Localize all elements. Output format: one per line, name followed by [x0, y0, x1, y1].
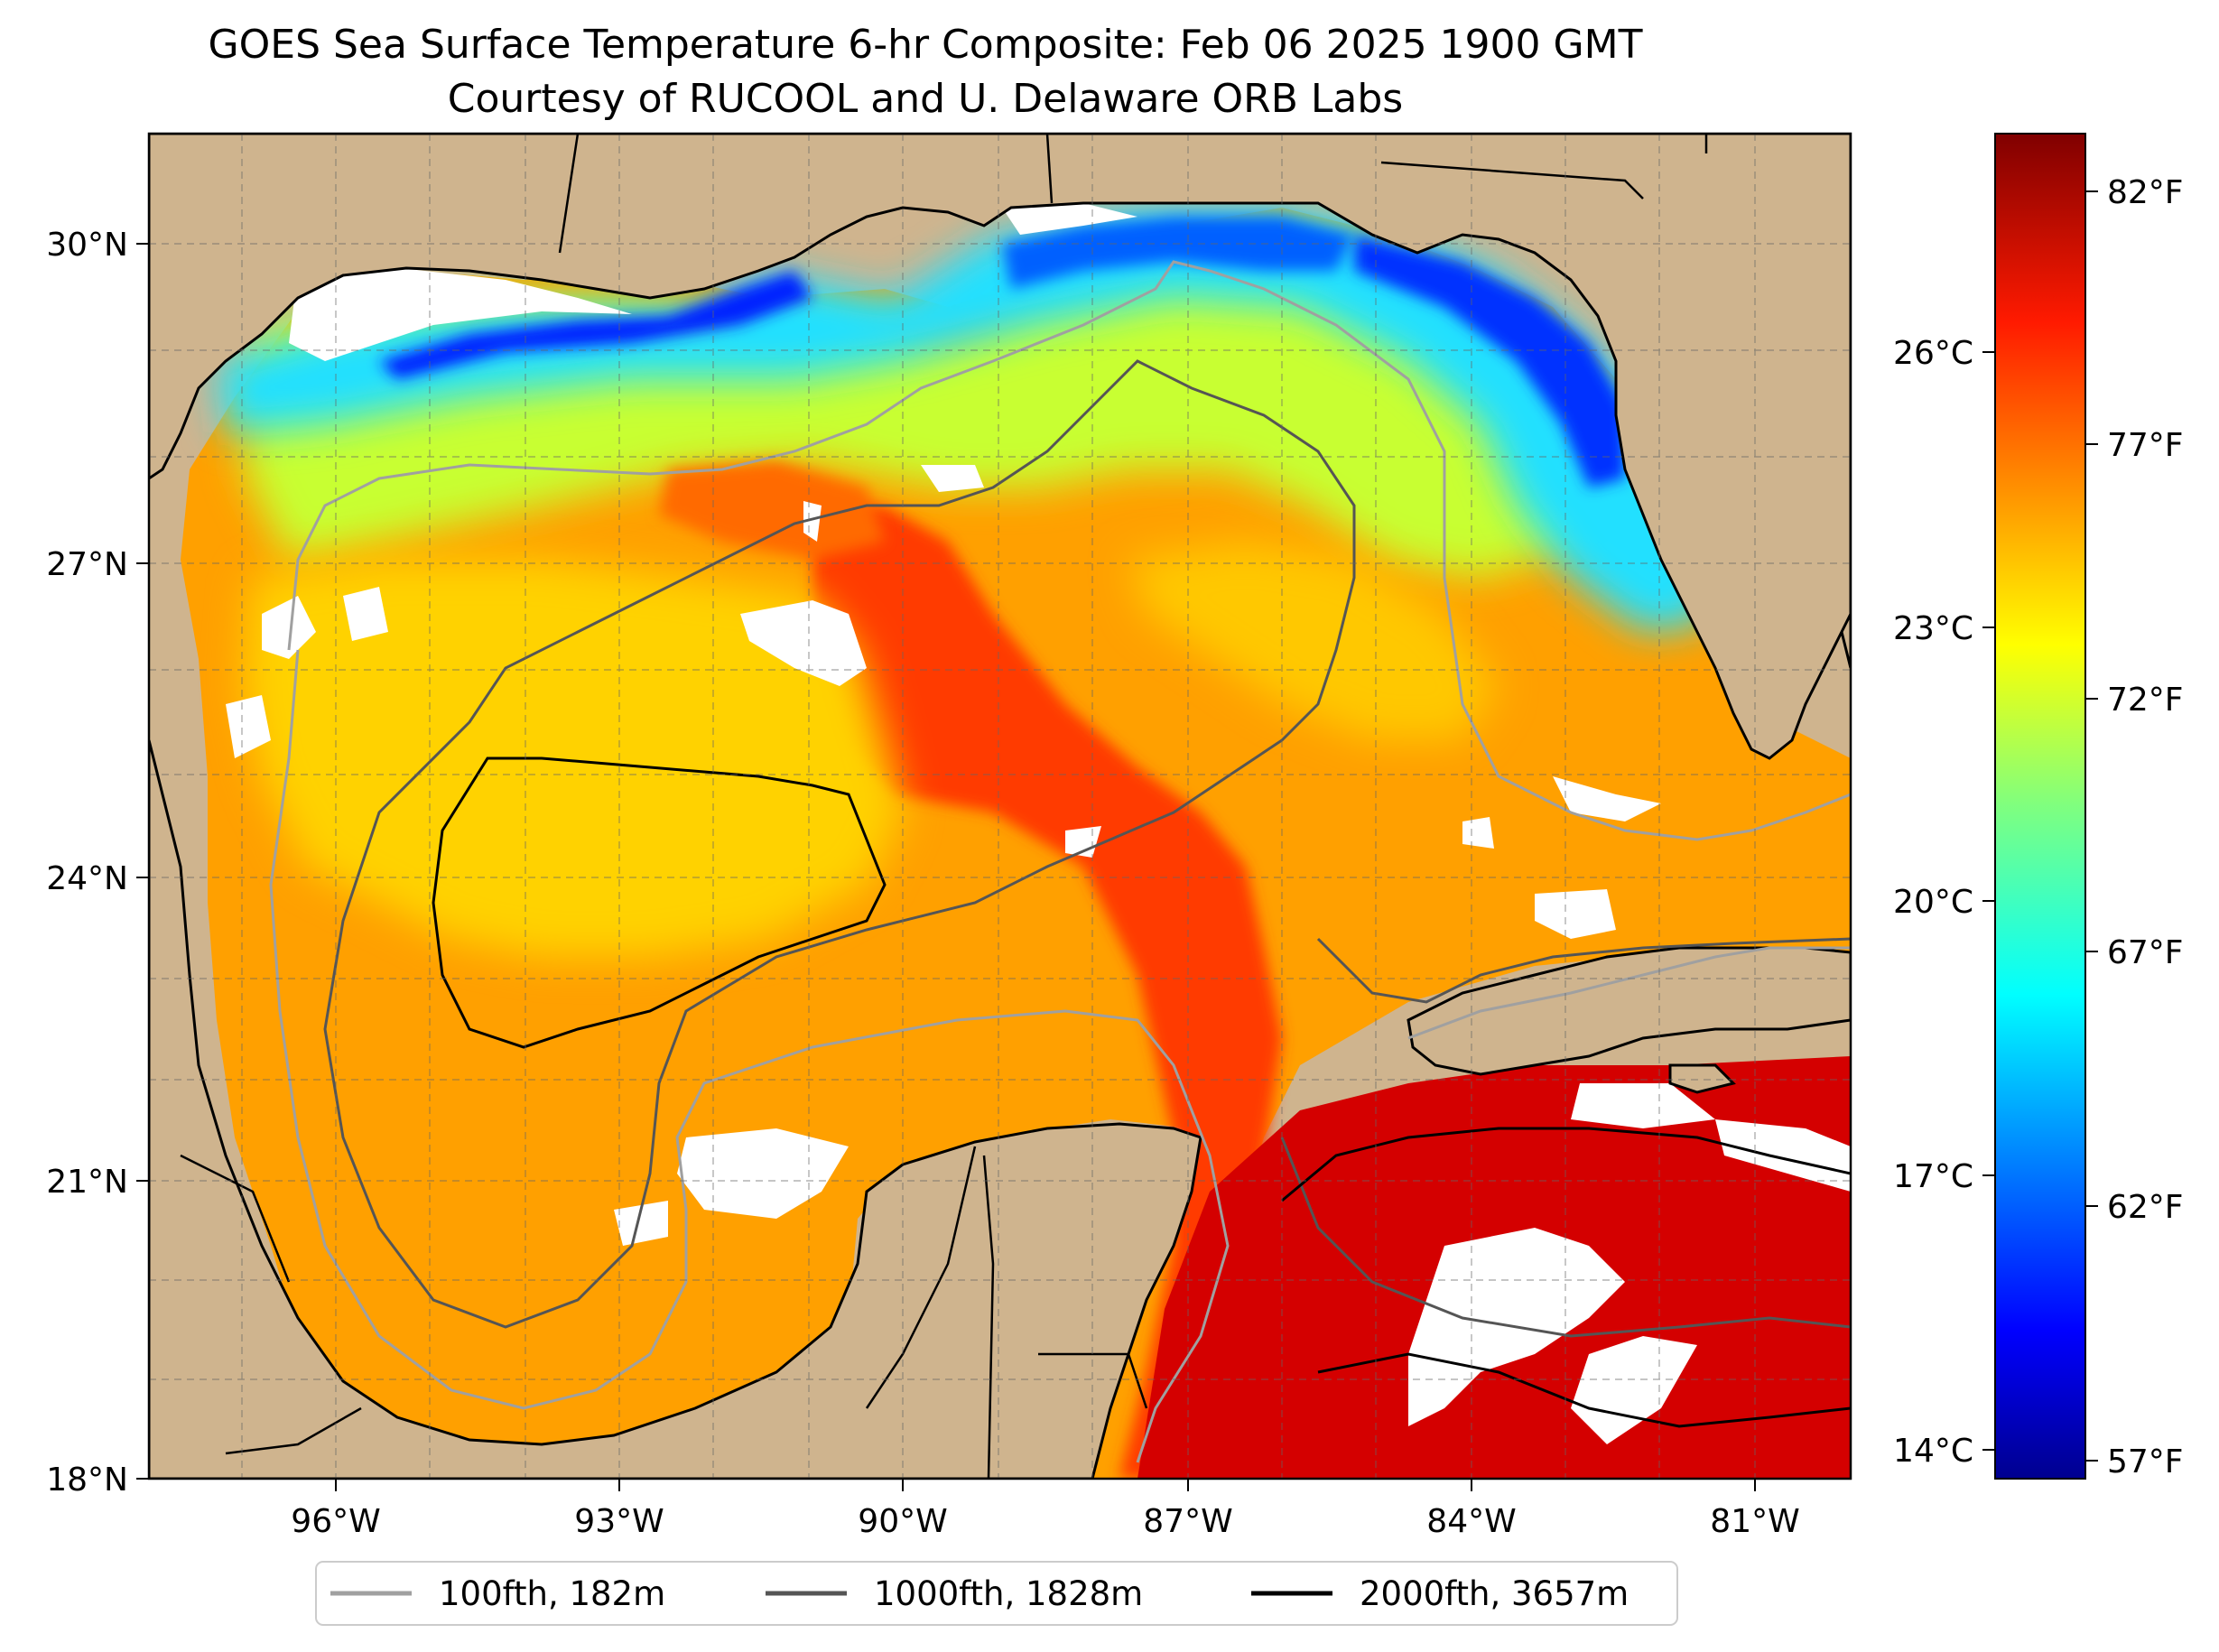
celsius-tick-label: 20°C [1893, 884, 1973, 921]
fahrenheit-tick-label: 67°F [2107, 934, 2184, 971]
map-panel [149, 134, 1851, 1479]
fahrenheit-tick-label: 72°F [2107, 682, 2184, 719]
celsius-tick-label: 23°C [1893, 610, 1973, 647]
lat-tick-label: 24°N [46, 860, 128, 897]
cuba [1407, 946, 1851, 1076]
landmasses [149, 134, 1851, 1479]
colorbar-ticks [1982, 190, 2098, 1462]
lat-tick-label: 27°N [46, 546, 128, 583]
loop-current-warm [812, 506, 1282, 1479]
lat-tick-label: 18°N [46, 1462, 128, 1499]
eastern-yellow [1128, 542, 1499, 740]
chart-subtitle: Courtesy of RUCOOL and U. Delaware ORB L… [447, 76, 1404, 122]
celsius-tick-label: 17°C [1893, 1158, 1973, 1195]
legend-label-1000fth: 1000fth, 1828m [874, 1574, 1143, 1613]
celsius-tick-label: 14°C [1893, 1433, 1973, 1470]
borders [180, 134, 1708, 1479]
colorbar: 26°C 23°C 20°C 17°C 14°C 82°F 77°F 72°F … [1893, 133, 2184, 1480]
fahrenheit-tick-label: 62°F [2107, 1189, 2184, 1226]
legend-label-2000fth: 2000fth, 3657m [1360, 1574, 1629, 1613]
coastal-cold-north [1002, 217, 1354, 289]
axis-ticks [136, 243, 1756, 1491]
coastal-cold [379, 271, 812, 379]
longitude-labels: 96°W 93°W 90°W 87°W 84°W 81°W [291, 1503, 1799, 1540]
fahrenheit-tick-label: 77°F [2107, 427, 2184, 464]
fahrenheit-tick-label: 82°F [2107, 174, 2184, 211]
lon-tick-label: 93°W [574, 1503, 664, 1540]
bathymetry-100fth [269, 260, 1851, 1463]
bathymetry-2000fth [432, 756, 1851, 1428]
celsius-tick-label: 26°C [1893, 335, 1973, 372]
colorbar-gradient [1994, 133, 2086, 1480]
lon-tick-label: 96°W [291, 1503, 380, 1540]
gridlines [149, 134, 1851, 1479]
fahrenheit-tick-label: 57°F [2107, 1443, 2184, 1480]
sst-field [181, 144, 1851, 1479]
shelf-cyan [217, 208, 1715, 632]
lon-tick-label: 90°W [858, 1503, 947, 1540]
chart-title: GOES Sea Surface Temperature 6-hr Compos… [208, 22, 1643, 68]
lon-tick-label: 81°W [1710, 1503, 1799, 1540]
chart-title-block: GOES Sea Surface Temperature 6-hr Compos… [0, 18, 1851, 126]
small-island [1668, 1063, 1736, 1094]
legend-box [315, 1561, 1678, 1626]
warm-eddy [659, 460, 885, 560]
mexico-coast [149, 739, 1202, 1479]
latitude-labels: 30°N 27°N 24°N 21°N 18°N [46, 227, 128, 1499]
fahrenheit-labels: 82°F 77°F 72°F 67°F 62°F 57°F [2107, 174, 2184, 1480]
lon-tick-label: 84°W [1426, 1503, 1516, 1540]
western-gulf-yellow [244, 560, 903, 957]
map-border [147, 132, 1852, 1480]
lat-tick-label: 21°N [46, 1164, 128, 1201]
legend: 100fth, 182m 1000fth, 1828m 2000fth, 365… [315, 1561, 1678, 1626]
us-coastline [149, 134, 1851, 760]
lat-tick-label: 30°N [46, 227, 128, 264]
coastal-cold-east [1354, 235, 1625, 487]
legend-label-100fth: 100fth, 182m [439, 1574, 665, 1613]
lon-tick-label: 87°W [1143, 1503, 1232, 1540]
celsius-labels: 26°C 23°C 20°C 17°C 14°C [1893, 335, 1973, 1470]
